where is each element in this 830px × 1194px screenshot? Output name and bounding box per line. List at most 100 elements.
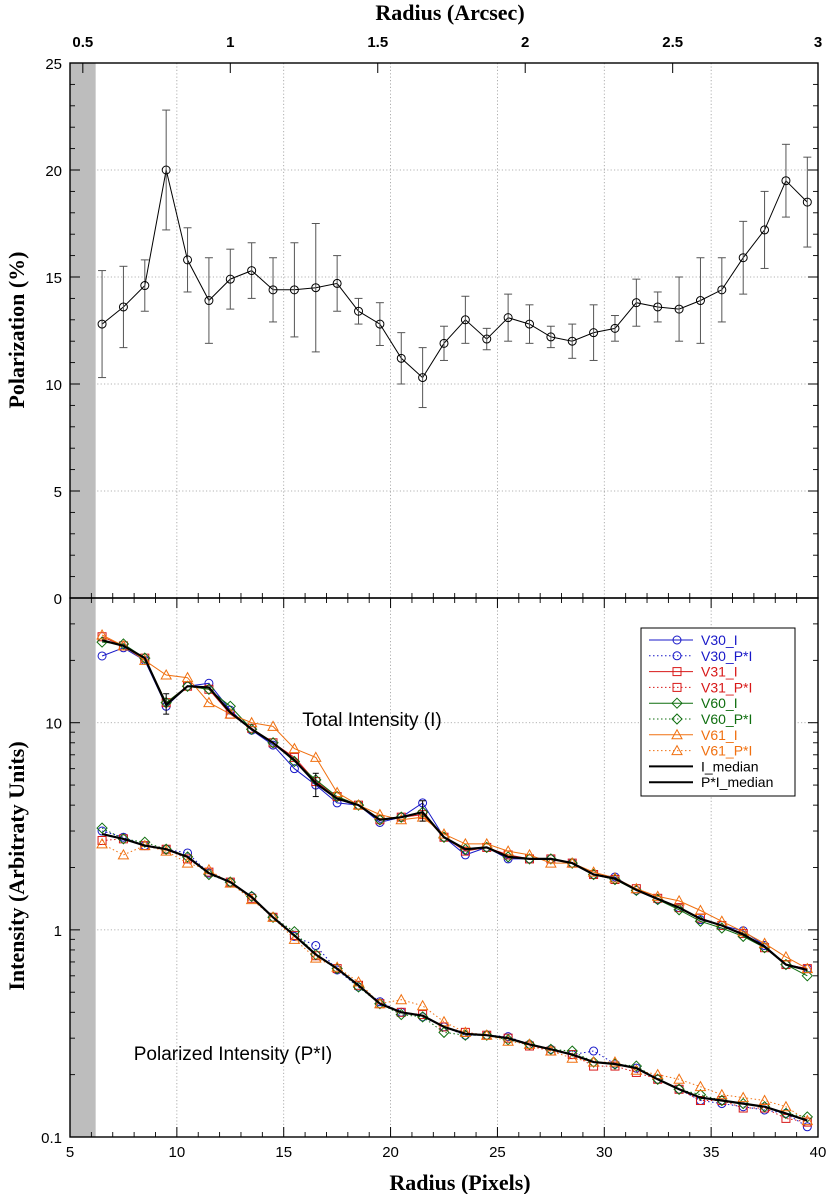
legend-swatch-marker [671,713,683,725]
series-v30-p-i-point [589,1046,599,1056]
legend-swatch-marker [672,667,682,677]
series-v60-p-i-point [139,836,151,848]
legend-label: V31_I [701,664,738,680]
polarization-point [610,323,620,333]
polarization-panel [97,109,812,409]
series-v60-p-i-point [481,1029,493,1041]
series-v61-p-i-point [609,1056,621,1067]
series-v60-p-i-point [630,1060,643,1072]
y-tick-label-bottom: 1 [54,923,62,940]
series-v61-p-i-point [309,952,322,963]
series-v61-p-i-point [416,999,429,1011]
polarization-point [354,306,364,316]
series-v60-i-point [288,755,301,768]
series-v61-i-point [673,894,685,906]
legend-swatch-marker [672,651,682,661]
polarization-point [482,334,492,344]
series-v30-p-i-point [802,1122,812,1132]
series-v60-i-point [737,930,749,943]
series-v31-i-point [460,846,470,856]
legend-swatch-marker [672,635,682,645]
legend-label: V30_P*I [701,648,752,664]
series-v31-i-point [268,738,278,748]
y-tick-label-top: 5 [54,484,62,501]
series-i-median-line [101,639,808,972]
polarization-point [332,278,342,288]
y-tick-label-bottom: 10 [45,716,62,733]
top-y-axis-title: Polarization (%) [4,251,29,408]
series-v60-p-i-point [801,1111,814,1123]
series-v61-p-i-point [267,911,279,922]
legend-label: I_median [701,758,759,774]
series-v31-p-i-point [653,1074,663,1084]
series-v61-i-line [101,634,808,970]
polarization-point [738,253,748,263]
series-v31-p-i-point [97,836,107,846]
legend-swatch-marker [671,697,683,709]
series-v61-i-point [395,813,408,825]
series-v60-i-point [523,853,536,865]
y-tick-label-top: 25 [45,56,62,73]
series-v30-p-i-line [101,830,808,1128]
y-tick-label-top: 10 [45,377,62,394]
polarization-point [439,338,449,348]
top-axis-title: Radius (Arcsec) [375,0,524,25]
polarization-point [717,285,727,295]
polarization-point [674,304,684,314]
series-v61-p-i-point [694,1080,707,1092]
series-v31-p-i-point [439,1022,449,1032]
series-v60-p-i-point [96,822,108,834]
polarization-point [631,298,641,308]
series-v61-i-point [309,751,322,762]
series-v61-p-i-point [96,837,108,849]
polarization-point [460,315,470,325]
annotation-total-intensity: Total Intensity (I) [302,710,441,731]
top-axis-tick-label: 2 [521,34,529,51]
axis-ticks: 5 10 15 20 25 30 35 400.5 1 1.5 2 2.5 305101520250.1… [41,34,826,1161]
series-v60-p-i-point [758,1101,771,1113]
x-tick-label: 10 [169,1144,186,1161]
polarization-point [524,319,534,329]
polarization-point [802,197,812,207]
polarization-point [396,353,406,363]
polarization-point [653,302,663,312]
polarization-point [589,328,599,338]
series-v61-i-point [545,857,557,868]
panel-frames [69,62,819,1138]
top-axis-tick-label: 1 [226,34,234,51]
legend-box [640,627,796,797]
y-tick-label-top: 0 [54,591,62,608]
polarization-point [289,285,299,295]
legend-label: V60_I [701,695,738,711]
polarization-line [101,169,808,379]
polarization-point [503,313,513,323]
series-v61-i-point [587,866,600,877]
x-tick-label: 15 [275,1144,292,1161]
annotation-polarized-intensity: Polarized Intensity (P*I) [134,1044,333,1065]
series-v61-p-i-point [395,993,408,1005]
series-v61-p-i-point [673,1073,685,1084]
y-tick-label-top: 20 [45,163,62,180]
top-axis-tick-label: 1.5 [367,34,388,51]
top-axis-tick-label: 0.5 [72,34,93,51]
series-v60-p-i-point [694,1089,707,1101]
series-v61-i-point [181,671,194,683]
series-v61-p-i-point [374,997,386,1009]
series-v61-p-i-point [502,1035,514,1046]
x-tick-label: 5 [66,1144,74,1161]
x-tick-label: 35 [703,1144,720,1161]
x-tick-label: 40 [810,1144,827,1161]
legend-label: V60_P*I [701,711,752,727]
series-v61-p-i-point [780,1100,792,1112]
top-axis-tick-label: 3 [814,34,822,51]
series-v61-p-i-point [181,857,194,868]
legend-label: V61_I [701,727,738,743]
series-v30-i-point [289,764,299,774]
series-v61-i-point [288,742,301,754]
series-v31-i-point [204,684,214,694]
polarization-point [695,296,705,306]
series-p-i-median-line [101,833,808,1122]
legend-swatch-marker [671,728,683,740]
polarization-point [567,336,577,346]
